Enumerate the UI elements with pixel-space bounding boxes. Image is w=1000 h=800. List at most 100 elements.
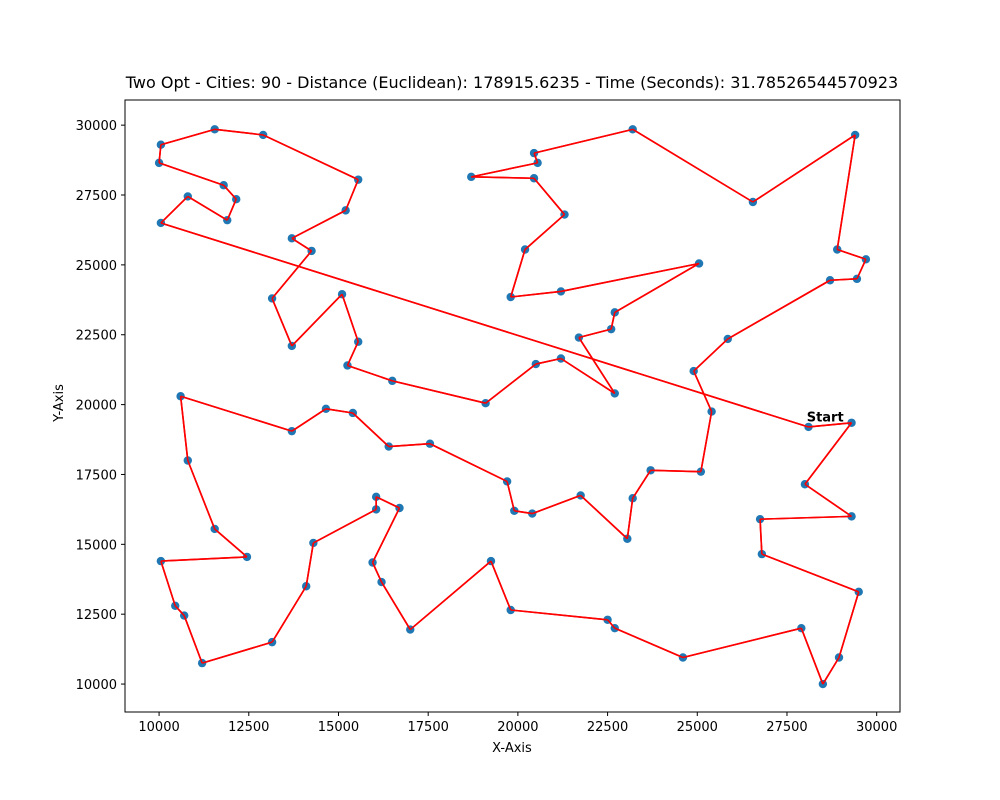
- route-segment-overlay: [183, 615, 203, 664]
- route-segment-overlay: [371, 507, 401, 563]
- route-segment-overlay: [626, 498, 634, 539]
- route-segment-overlay: [752, 134, 856, 203]
- route-segment-overlay: [578, 328, 612, 339]
- route-segment-overlay: [291, 209, 347, 240]
- x-tick-label: 17500: [408, 720, 449, 735]
- route-segment-overlay: [692, 370, 713, 412]
- y-tick-label: 10000: [76, 678, 117, 693]
- route-segment-overlay: [291, 293, 343, 347]
- route-segment-overlay: [804, 483, 853, 518]
- x-tick-label: 15000: [318, 720, 359, 735]
- route-segment-overlay: [531, 494, 581, 515]
- route-segment-overlay: [510, 290, 562, 298]
- route-segment-overlay: [524, 213, 566, 251]
- route-segment-overlay: [471, 176, 535, 180]
- x-axis-ticks: 10000 12500 15000 17500 20000 22500 25000 27500…: [138, 712, 897, 735]
- route-segment-overlay: [760, 515, 852, 520]
- start-label: Start: [807, 410, 844, 425]
- route-segment-overlay: [347, 364, 393, 382]
- route-segment-overlay: [380, 581, 411, 630]
- route-segment-overlay: [578, 337, 616, 394]
- route-segment-overlay: [409, 560, 492, 631]
- route-segment-overlay: [693, 338, 729, 372]
- y-tick-label: 15000: [76, 538, 117, 553]
- route-segment-overlay: [682, 627, 802, 659]
- route-segment-overlay: [291, 237, 313, 252]
- route-segment-overlay: [533, 177, 566, 216]
- route-segment-overlay: [535, 357, 562, 365]
- chart-title: Two Opt - Cities: 90 - Distance (Euclide…: [125, 73, 898, 92]
- route-segment-overlay: [214, 528, 248, 558]
- x-tick-label: 22500: [587, 720, 628, 735]
- route-segment-overlay: [614, 627, 684, 659]
- route-segment-overlay: [533, 152, 539, 164]
- route-segment-overlay: [160, 222, 809, 428]
- route-segment-overlay: [271, 585, 307, 643]
- route-segment-overlay: [346, 341, 359, 366]
- y-axis-ticks: 10000 12500 15000 17500 20000 22500 25000 27500…: [76, 119, 125, 693]
- route-segment-overlay: [560, 357, 616, 395]
- route-segment-overlay: [514, 510, 533, 515]
- route-segment-overlay: [580, 494, 628, 540]
- route-segment-overlay: [759, 519, 763, 555]
- route-segment-overlay: [614, 262, 700, 314]
- route-segment-overlay: [223, 184, 237, 200]
- route-overlay: [158, 128, 867, 685]
- x-tick-label: 12500: [228, 720, 269, 735]
- plot-area: Start: [154, 125, 871, 689]
- route-segment-overlay: [700, 411, 713, 472]
- route-segment-overlay: [808, 421, 852, 428]
- route-segment-overlay: [632, 128, 754, 203]
- route-segment-overlay: [560, 262, 700, 293]
- route-segment-overlay: [160, 556, 248, 562]
- route-segment-overlay: [352, 412, 390, 448]
- route-segment-overlay: [606, 619, 616, 629]
- route-segment-overlay: [174, 605, 185, 617]
- route-segment-overlay: [506, 481, 516, 511]
- route-segment-overlay: [187, 195, 228, 221]
- route-segment-overlay: [856, 258, 867, 280]
- x-tick-label: 30000: [856, 720, 897, 735]
- route-segment-overlay: [180, 395, 293, 432]
- route-segment-overlay: [158, 144, 162, 163]
- x-tick-label: 27500: [766, 720, 807, 735]
- y-tick-label: 20000: [76, 399, 117, 414]
- x-tick-label: 20000: [497, 720, 538, 735]
- route-segment-overlay: [305, 542, 315, 587]
- route-segment-overlay: [201, 641, 273, 664]
- city-point: [467, 172, 476, 182]
- route-segment-overlay: [727, 279, 831, 340]
- y-tick-label: 25000: [76, 259, 117, 274]
- route-segment-overlay: [429, 443, 508, 483]
- x-axis-title: X-Axis: [492, 741, 532, 756]
- route-segment-overlay: [271, 250, 313, 299]
- y-axis-title: Y-Axis: [52, 384, 67, 423]
- route-segment-overlay: [187, 460, 216, 530]
- route-segment-overlay: [226, 198, 237, 221]
- y-tick-label: 22500: [76, 329, 117, 344]
- route-segment-overlay: [179, 396, 189, 461]
- route-segment-overlay: [160, 128, 215, 146]
- route-segment-overlay: [650, 469, 701, 473]
- route-segment-overlay: [829, 278, 857, 282]
- y-tick-label: 12500: [76, 608, 117, 623]
- x-tick-label: 10000: [138, 720, 179, 735]
- route-segment-overlay: [341, 293, 359, 342]
- route-segment-overlay: [533, 128, 633, 154]
- route-segment-overlay: [392, 380, 486, 404]
- y-tick-label: 17500: [76, 468, 117, 483]
- y-tick-label: 30000: [76, 119, 117, 134]
- route-segment-overlay: [262, 134, 359, 181]
- route-segment-overlay: [371, 562, 383, 583]
- route-segment-overlay: [271, 298, 293, 347]
- route-segment-overlay: [822, 657, 840, 685]
- city-point: [371, 492, 381, 502]
- route-segment-overlay: [509, 249, 526, 298]
- route-segment-overlay: [291, 408, 327, 432]
- route-segment-overlay: [610, 312, 616, 330]
- route-segment-overlay: [836, 134, 856, 250]
- route-segment-overlay: [632, 469, 652, 499]
- route-segment-overlay: [800, 627, 824, 685]
- route-segment-overlay: [160, 195, 189, 224]
